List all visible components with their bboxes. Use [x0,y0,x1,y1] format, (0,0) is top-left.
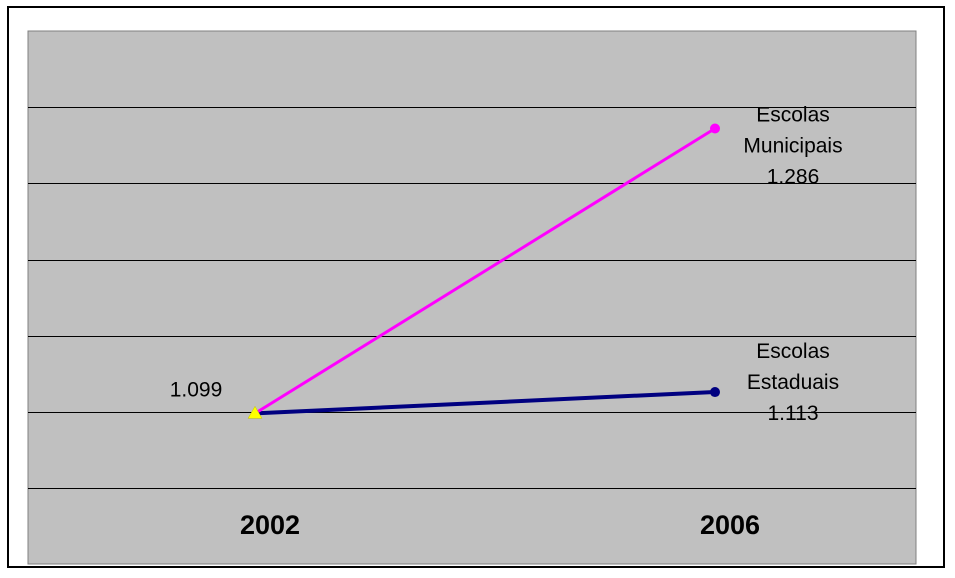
data-label-municipais-line-2: Municipais [743,134,842,157]
x-tick-label-2002: 2002 [240,510,300,540]
data-label-estaduais-line-3: 1.113 [768,402,819,425]
data-label-estaduais-line-1: Escolas [756,340,830,363]
data-label-municipais-line-1: Escolas [756,103,830,126]
x-tick-label-2006: 2006 [700,510,760,540]
marker-estaduais-2006 [710,387,720,398]
marker-start-2002 [247,405,263,419]
data-label-2002: 1.099 [170,378,223,401]
data-label-municipais-line-3: 1.286 [767,165,820,188]
series-line-estaduais [254,390,716,416]
series-line-municipais [254,127,716,415]
data-label-estaduais-line-2: Estaduais [747,371,839,394]
plot-area [27,30,917,565]
marker-municipais-2006 [710,123,720,134]
